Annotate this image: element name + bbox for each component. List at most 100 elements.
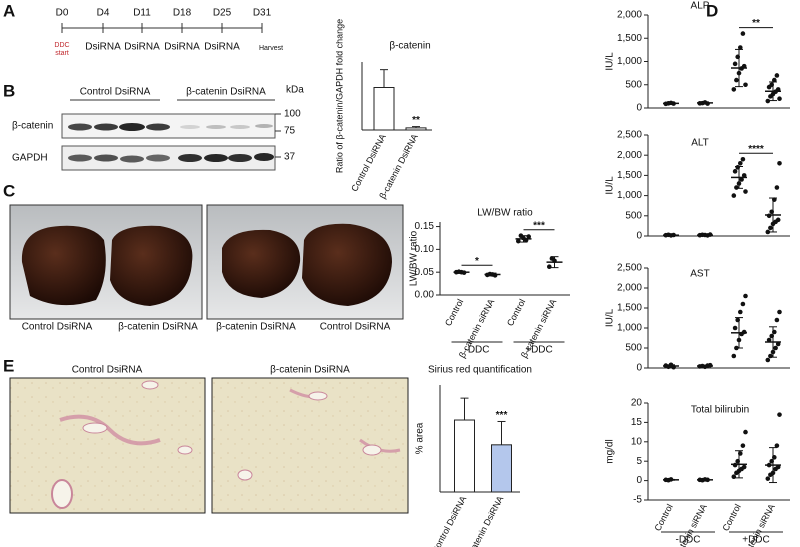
photo-caption: β-catenin DsiRNA [118,322,198,333]
data-point [775,464,781,470]
data-point [740,156,746,162]
vessel [362,444,382,456]
significance: **** [748,144,764,155]
band [180,125,200,129]
group-label: -DDC [465,345,490,356]
band [178,154,202,162]
x-tick-label: β-catenin DsiRNA [463,494,505,547]
start-note: start [55,50,69,57]
significance: *** [533,220,545,231]
band [94,123,118,131]
chart-title: AST [690,269,709,280]
y-axis-title: % area [415,422,426,454]
x-tick-label: Control DsiRNA [349,132,388,193]
data-point [766,213,772,219]
data-point [732,61,738,67]
panel-label: C [3,181,15,200]
data-point [774,73,780,78]
event-label: DsiRNA [164,42,200,53]
panel-label: A [3,1,15,20]
data-point [731,87,737,92]
y-tick-label: 1,500 [617,33,642,44]
fibrosis [59,414,161,446]
vessel [308,391,328,401]
event-label: Harvest [259,45,283,52]
band [119,123,145,131]
blot-group: β-catenin DsiRNA [186,87,266,98]
data-point [765,357,771,363]
data-point [741,173,747,178]
band [120,155,144,163]
y-tick-label: 0 [636,475,642,486]
day-label: D25 [213,8,232,19]
data-point [743,82,748,88]
data-point [774,317,780,323]
y-tick-label: 5 [636,456,642,467]
chart-title: Total bilirubin [691,405,749,416]
significance: * [475,256,479,267]
band [146,154,170,162]
data-point [741,464,747,470]
bar [491,444,512,493]
data-point [777,160,782,166]
band [94,154,118,162]
data-point [766,337,772,343]
band [230,125,250,129]
data-point [777,309,782,315]
event-label: DsiRNA [124,42,160,53]
data-point [740,443,746,448]
data-point [734,77,739,83]
y-tick-label: 2,500 [617,263,642,274]
data-point [734,185,739,190]
band [206,125,226,129]
x-tick-label: Control [720,502,742,532]
histology-caption: Control DsiRNA [72,365,143,376]
significance: *** [496,410,508,421]
y-tick-label: 2,000 [617,150,642,161]
y-axis-title: mg/dl [605,439,616,463]
data-point [740,301,746,307]
photos: Control DsiRNA β-catenin DsiRNA β-cateni… [9,204,404,333]
liver [222,229,301,298]
y-tick-label: 2,000 [617,283,642,294]
vessel [51,479,73,509]
band [68,123,92,131]
band [254,153,274,161]
panel-label: B [3,81,15,100]
micrograph [9,377,206,514]
bands [68,123,274,163]
chart-title: ALT [691,138,709,149]
liver [110,225,193,306]
liver [302,223,392,306]
blot: Control DsiRNA β-catenin DsiRNA β-cateni… [12,85,304,171]
photo-caption: Control DsiRNA [22,322,93,333]
group-label: -DDC [676,535,701,546]
y-tick-label: 2,000 [617,10,642,21]
y-tick-label: 1,000 [617,56,642,67]
data-point [526,234,531,239]
chart-title: β-catenin [389,41,430,52]
data-point [547,264,552,270]
histology-caption: β-catenin DsiRNA [270,365,350,376]
group-label: +DDC [525,345,553,356]
vessel [177,445,193,455]
data-point [732,325,738,331]
group-label: +DDC [742,535,770,546]
y-tick-label: 0.05 [415,267,435,278]
y-tick-label: 0 [636,103,642,114]
y-axis-title: Ratio of β-catenin/GAPDH fold change [334,19,344,173]
y-tick-label: 500 [625,79,642,90]
data-point [768,225,773,231]
chart-title: ALP [691,1,710,12]
data-point [741,329,747,335]
day-label: D18 [173,8,192,19]
data-point [774,443,780,448]
vessel [82,422,108,434]
marker-label: 100 [284,109,301,120]
data-point [743,429,748,435]
data-point [774,185,780,190]
day-label: D11 [133,8,151,19]
y-tick-label: 500 [625,343,642,354]
y-tick-label: 1,500 [617,170,642,181]
